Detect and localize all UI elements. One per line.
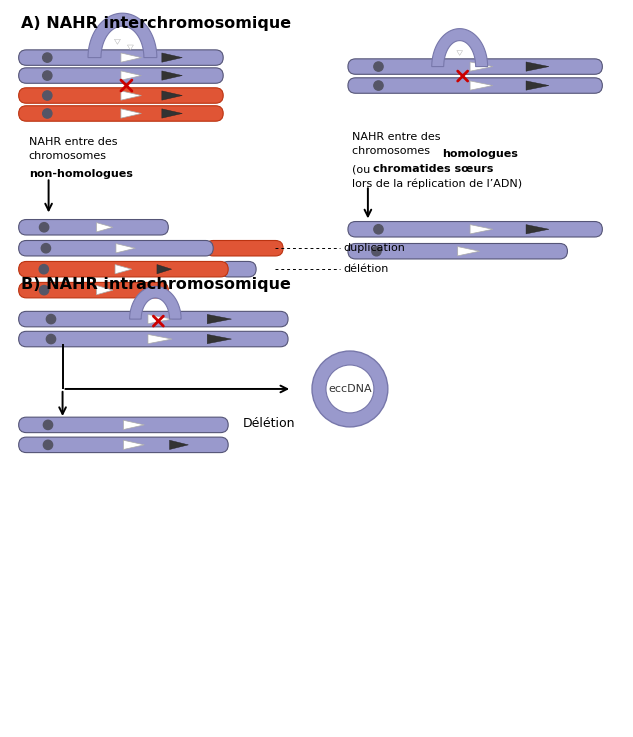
Text: non-homologues: non-homologues (28, 170, 132, 179)
FancyBboxPatch shape (18, 311, 288, 326)
Polygon shape (207, 315, 232, 324)
Text: délétion: délétion (343, 264, 388, 273)
Polygon shape (457, 51, 463, 55)
Circle shape (42, 71, 52, 80)
Circle shape (326, 365, 374, 413)
FancyBboxPatch shape (18, 282, 168, 298)
Polygon shape (162, 91, 182, 100)
Polygon shape (432, 29, 487, 66)
Polygon shape (123, 440, 144, 450)
Text: chromatides sœurs: chromatides sœurs (373, 164, 494, 175)
Circle shape (312, 351, 388, 427)
Polygon shape (207, 335, 232, 343)
FancyBboxPatch shape (18, 68, 223, 83)
Circle shape (39, 285, 49, 295)
Polygon shape (88, 13, 157, 57)
FancyBboxPatch shape (348, 222, 603, 237)
Text: eccDNA: eccDNA (328, 384, 372, 394)
Text: Délétion: Délétion (243, 417, 296, 430)
Polygon shape (115, 265, 132, 274)
Polygon shape (458, 247, 480, 256)
Polygon shape (96, 223, 113, 232)
Polygon shape (121, 91, 141, 100)
Polygon shape (470, 62, 493, 71)
Circle shape (42, 91, 52, 100)
FancyBboxPatch shape (18, 88, 223, 103)
Circle shape (372, 247, 381, 256)
FancyBboxPatch shape (18, 50, 223, 66)
Circle shape (39, 223, 49, 232)
FancyBboxPatch shape (18, 240, 213, 256)
FancyBboxPatch shape (18, 332, 288, 347)
FancyBboxPatch shape (206, 240, 283, 256)
Polygon shape (162, 71, 182, 80)
Polygon shape (121, 71, 141, 80)
Circle shape (41, 244, 51, 253)
Text: homologues: homologues (442, 150, 518, 159)
FancyBboxPatch shape (348, 243, 567, 259)
Polygon shape (162, 109, 182, 118)
Circle shape (46, 335, 56, 343)
Polygon shape (96, 285, 113, 295)
Text: B) NAHR intrachromosomique: B) NAHR intrachromosomique (21, 277, 291, 292)
Circle shape (42, 53, 52, 62)
FancyBboxPatch shape (18, 105, 223, 121)
Polygon shape (526, 81, 549, 90)
Polygon shape (121, 109, 141, 118)
Text: A) NAHR interchromosomique: A) NAHR interchromosomique (21, 15, 291, 31)
Polygon shape (115, 39, 120, 44)
Polygon shape (123, 420, 144, 430)
Polygon shape (526, 62, 549, 71)
Polygon shape (121, 53, 141, 62)
FancyBboxPatch shape (18, 220, 168, 235)
Text: NAHR entre des
chromosomes: NAHR entre des chromosomes (352, 133, 441, 156)
Polygon shape (157, 265, 172, 274)
Circle shape (374, 81, 383, 90)
Text: duplication: duplication (343, 242, 405, 253)
Text: lors de la réplication de l’ADN): lors de la réplication de l’ADN) (352, 178, 522, 189)
Circle shape (374, 62, 383, 71)
FancyBboxPatch shape (18, 437, 228, 453)
Polygon shape (148, 315, 172, 324)
Polygon shape (470, 225, 493, 234)
Polygon shape (526, 225, 549, 234)
Circle shape (46, 315, 56, 324)
FancyBboxPatch shape (348, 78, 603, 94)
FancyBboxPatch shape (348, 59, 603, 74)
FancyBboxPatch shape (18, 417, 228, 433)
Circle shape (43, 420, 53, 430)
Polygon shape (170, 440, 189, 450)
Circle shape (42, 109, 52, 118)
Polygon shape (116, 244, 135, 253)
Text: (ou: (ou (352, 164, 373, 175)
FancyBboxPatch shape (18, 262, 228, 277)
Circle shape (374, 225, 383, 234)
Circle shape (39, 265, 49, 274)
Text: NAHR entre des
chromosomes: NAHR entre des chromosomes (28, 137, 117, 174)
Polygon shape (127, 45, 134, 50)
Polygon shape (148, 335, 172, 343)
Polygon shape (130, 287, 181, 319)
Polygon shape (162, 53, 182, 62)
FancyBboxPatch shape (220, 262, 256, 277)
Polygon shape (470, 81, 493, 90)
Circle shape (43, 440, 53, 450)
